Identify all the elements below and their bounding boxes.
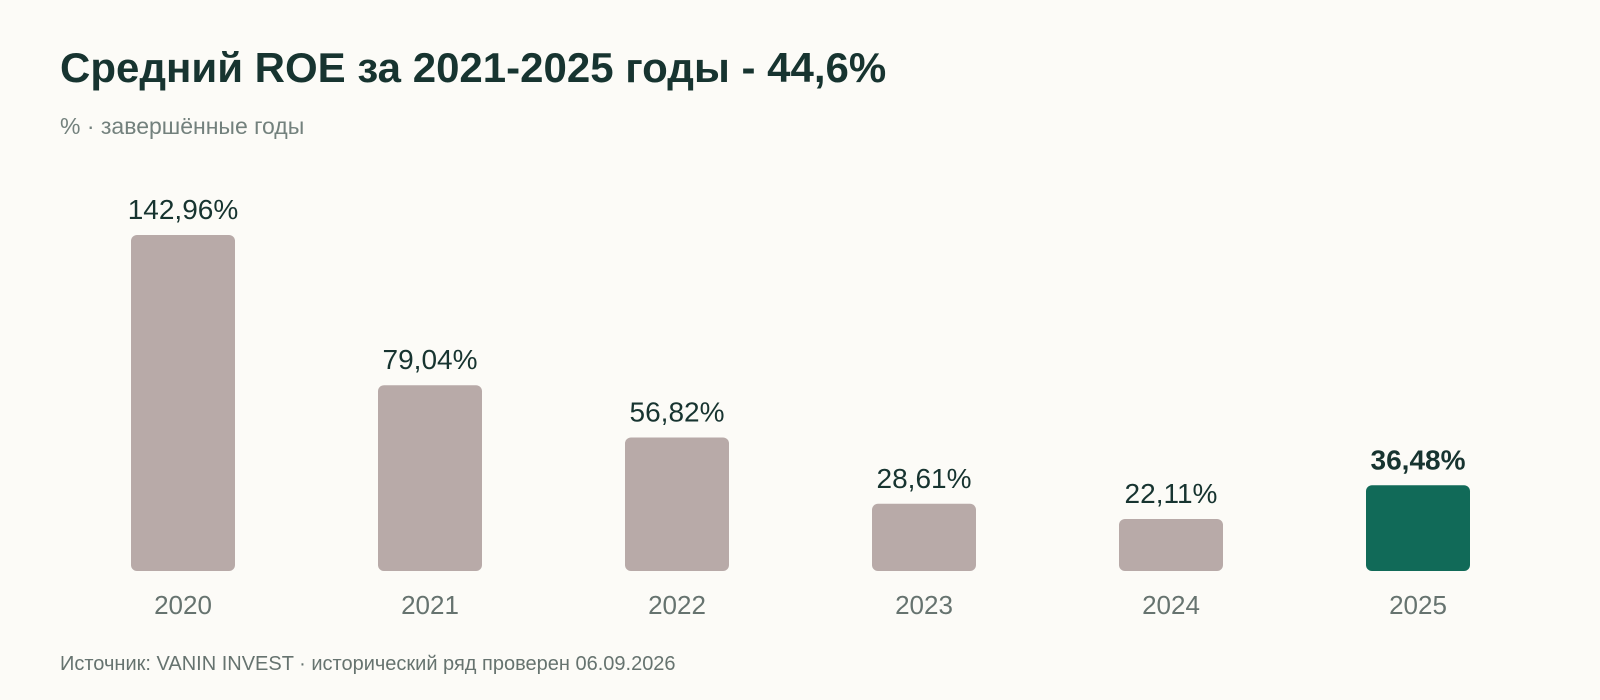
bar-value-label-2022: 56,82% bbox=[630, 396, 725, 427]
chart-subtitle: % · завершённые годы bbox=[60, 113, 305, 139]
bar-2021 bbox=[378, 385, 482, 571]
x-tick-label-2024: 2024 bbox=[1142, 590, 1200, 620]
x-tick-label-2022: 2022 bbox=[648, 590, 706, 620]
bar-2022 bbox=[625, 437, 729, 571]
chart-title: Средний ROE за 2021-2025 годы - 44,6% bbox=[60, 44, 887, 91]
bar-2025 bbox=[1366, 485, 1470, 571]
x-tick-label-2023: 2023 bbox=[895, 590, 953, 620]
bar-2023 bbox=[872, 503, 976, 571]
x-tick-label-2021: 2021 bbox=[401, 590, 459, 620]
bar-value-label-2025: 36,48% bbox=[1371, 444, 1466, 475]
bar-2024 bbox=[1119, 519, 1223, 571]
x-tick-label-2025: 2025 bbox=[1389, 590, 1447, 620]
bar-value-label-2024: 22,11% bbox=[1125, 478, 1218, 509]
bar-value-label-2020: 142,96% bbox=[128, 194, 239, 225]
bar-2020 bbox=[131, 235, 235, 571]
bar-value-label-2023: 28,61% bbox=[877, 463, 972, 494]
x-tick-label-2020: 2020 bbox=[154, 590, 212, 620]
source-note: Источник: VANIN INVEST · исторический ря… bbox=[60, 653, 676, 675]
bar-value-label-2021: 79,04% bbox=[383, 344, 478, 375]
